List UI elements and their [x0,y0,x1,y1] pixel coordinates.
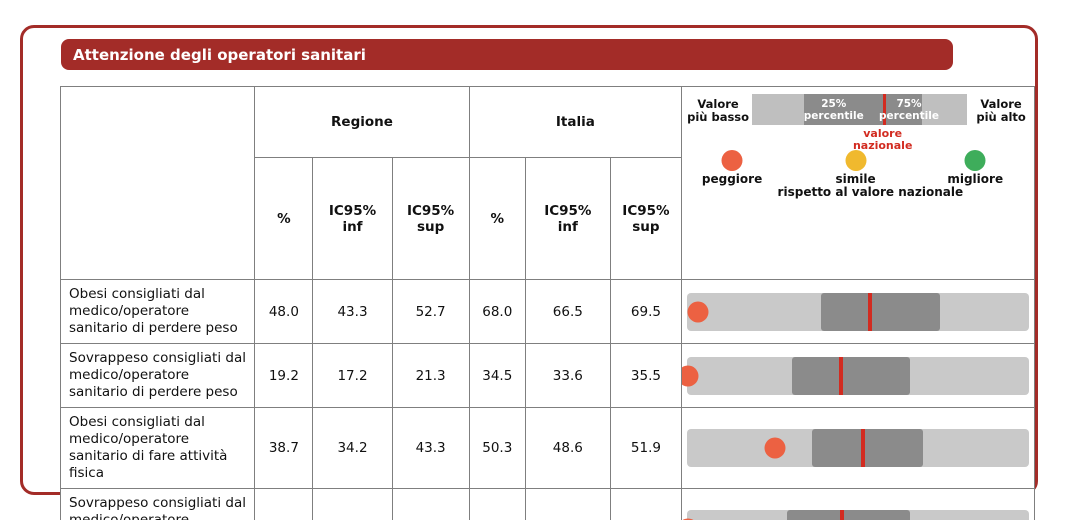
value-cell: 33.6 [524,343,611,408]
row-label: Obesi consigliati dal medico/operatore s… [59,279,256,344]
distribution-graph-cell [681,488,1035,520]
row-label: Sovrappeso consigliati dal medico/operat… [59,343,256,408]
percentile-box [786,510,911,520]
national-value-line [838,356,843,395]
value-cell: 66.5 [524,279,611,344]
legend-percentile-box [803,94,922,125]
value-cell: 52.7 [391,279,470,344]
value-cell: 17.2 [312,343,393,408]
value-cell: 33.1 [468,488,526,520]
data-table: Regione Italia Valore più basso 25% perc… [59,85,1035,520]
region-value-dot [687,301,709,322]
worse-dot-label: peggiore [701,172,763,186]
value-cell: 34.0 [609,488,683,520]
value-cell: 35.5 [609,343,683,408]
legend-p25-label: 25% percentile [803,97,864,122]
similar-dot-icon [845,150,867,171]
percentile-box [811,429,924,467]
legend-p75-label: 75% percentile [879,97,940,122]
value-cell: 34.2 [312,407,393,489]
subheader-italia-pct: % [468,157,526,280]
legend-national-value-label: valore nazionale [852,127,913,152]
table-row: Sovrappeso consigliati dal medico/operat… [59,488,1035,520]
value-cell: 32.2 [524,488,611,520]
row-label: Obesi consigliati dal medico/operatore s… [59,407,256,489]
distribution-bar [682,510,1030,520]
similar-dot-label: simile [835,172,876,186]
national-value-line [839,510,844,520]
national-value-line [868,292,873,331]
national-value-line [861,429,866,467]
legend-footer-label: rispetto al valore nazionale [777,185,964,199]
better-dot-label: migliore [947,172,1004,186]
distribution-graph [682,292,1034,331]
subheader-italia-ic-inf: IC95% inf [524,157,611,280]
table-row: Sovrappeso consigliati dal medico/operat… [59,343,1035,408]
table-row: Obesi consigliati dal medico/operatore s… [59,279,1035,344]
subheader-italia-ic-sup: IC95% sup [609,157,683,280]
legend-highest-value-label: Valore più alto [976,97,1026,124]
distribution-bar [682,356,1030,395]
subheader-regione-ic-sup: IC95% sup [391,157,470,280]
distribution-graph-cell [681,279,1035,344]
legend-lowest-value-label: Valore più basso [687,97,750,124]
region-value-dot [682,365,699,386]
value-cell: 20.4 [391,488,470,520]
value-cell: 34.5 [468,343,526,408]
percentile-box [821,292,941,331]
distribution-graph-cell [681,343,1035,408]
region-value-dot [682,518,699,520]
distribution-graph [682,429,1034,467]
indicator-column-header [59,86,256,280]
distribution-bar [687,292,1030,331]
value-cell: 16.4 [312,488,393,520]
value-cell: 51.9 [609,407,683,489]
value-cell: 18.3 [254,488,314,520]
value-cell: 43.3 [391,407,470,489]
value-cell: 38.7 [254,407,314,489]
subheader-regione-pct: % [254,157,314,280]
value-cell: 50.3 [468,407,526,489]
legend: Valore più basso 25% percentile 75% perc… [681,86,1035,280]
col-group-regione: Regione [254,85,470,159]
table-body: Obesi consigliati dal medico/operatore s… [59,279,1035,520]
distribution-bar [687,429,1030,467]
distribution-graph [682,356,1034,395]
value-cell: 68.0 [468,279,526,344]
row-label: Sovrappeso consigliati dal medico/operat… [59,488,256,520]
worse-dot-icon [721,150,743,171]
value-cell: 48.6 [524,407,611,489]
panel-title-bar: Attenzione degli operatori sanitari [61,39,953,70]
value-cell: 19.2 [254,343,314,408]
col-group-italia: Italia [468,85,683,159]
distribution-graph [682,510,1034,520]
value-cell: 21.3 [391,343,470,408]
percentile-box [792,356,911,395]
table-row: Obesi consigliati dal medico/operatore s… [59,407,1035,489]
value-cell: 43.3 [312,279,393,344]
report-panel: Regione Italia Valore più basso 25% perc… [20,25,1038,520]
region-value-dot [764,437,786,459]
value-cell: 69.5 [609,279,683,344]
value-cell: 48.0 [254,279,314,344]
legend-national-value-line [883,94,887,125]
panel-title: Attenzione degli operatori sanitari [73,45,366,64]
legend-percentile-bar: 25% percentile 75% percentile [752,94,968,125]
distribution-graph-cell [681,407,1035,489]
better-dot-icon [964,150,986,171]
subheader-regione-ic-inf: IC95% inf [312,157,393,280]
